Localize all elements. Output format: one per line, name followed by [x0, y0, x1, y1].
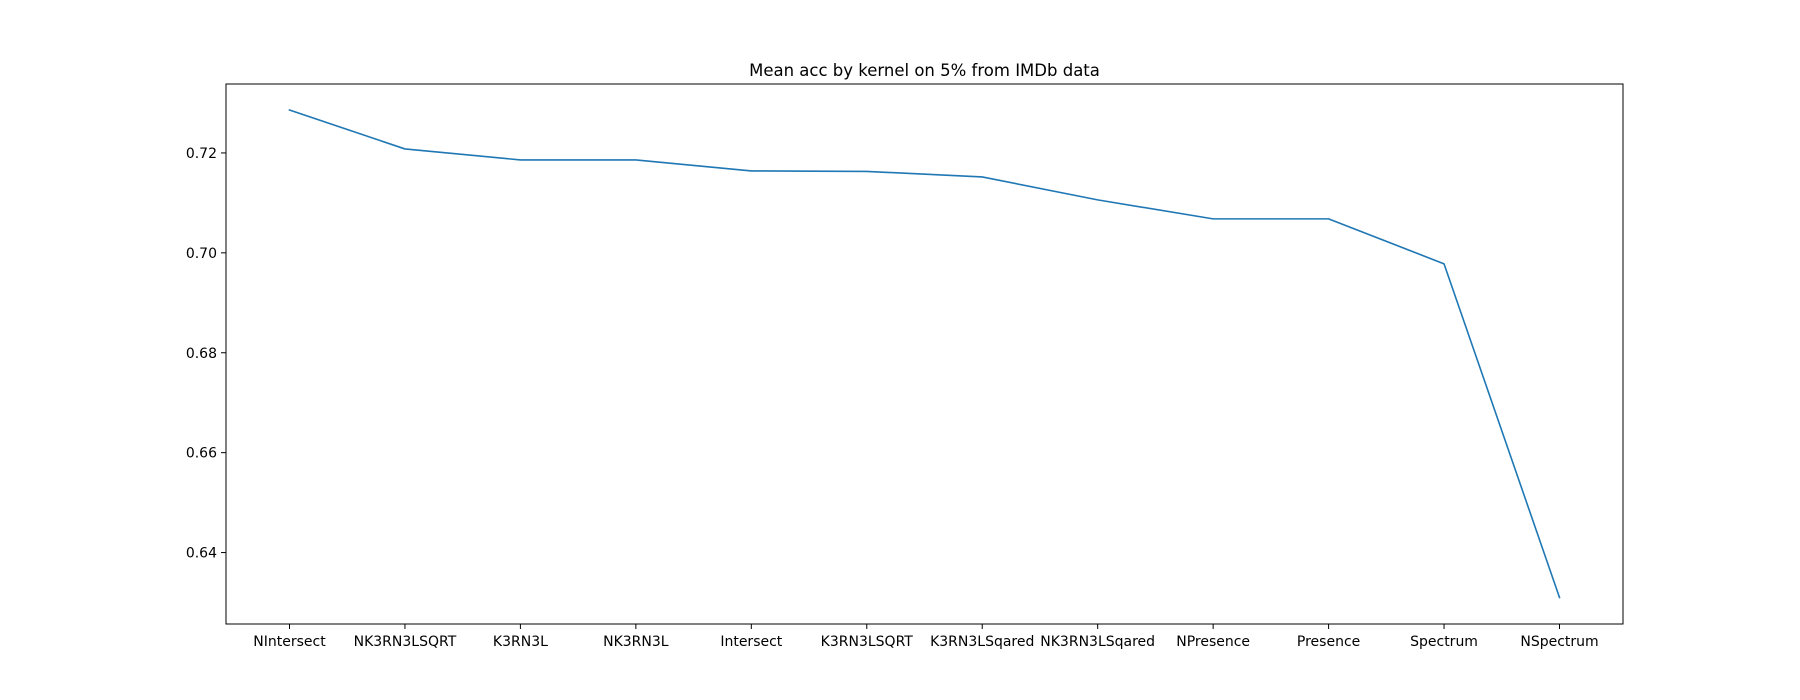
y-tick-label: 0.64 [186, 546, 217, 562]
chart-title: Mean acc by kernel on 5% from IMDb data [749, 61, 1100, 80]
x-tick-label: NK3RN3LSqared [1040, 634, 1155, 650]
x-tick-label: Spectrum [1410, 634, 1478, 650]
x-tick-label: NK3RN3LSQRT [354, 634, 457, 650]
x-tick-label: K3RN3LSQRT [821, 634, 914, 650]
series-line [288, 108, 1561, 599]
x-tick-label: NIntersect [253, 634, 326, 650]
y-tick-label: 0.72 [186, 146, 217, 162]
plot-frame [225, 83, 1624, 625]
series-layer [288, 108, 1561, 599]
x-axis: NIntersect NK3RN3LSQRT K3RN3L NK3RN3L Inters… [253, 624, 1599, 650]
x-tick-label: NPresence [1176, 634, 1250, 650]
y-tick-label: 0.70 [186, 246, 217, 262]
x-tick-label: Intersect [720, 634, 782, 650]
y-tick-label: 0.66 [186, 446, 217, 462]
y-axis: 0.64 0.66 0.68 0.70 0.72 [186, 146, 226, 562]
x-tick-label: K3RN3LSqared [930, 634, 1034, 650]
x-tick-label: Presence [1297, 634, 1360, 650]
x-tick-label: NSpectrum [1520, 634, 1598, 650]
y-tick-label: 0.68 [186, 346, 217, 362]
x-tick-label: NK3RN3L [603, 634, 669, 650]
x-tick-label: K3RN3L [493, 634, 548, 650]
